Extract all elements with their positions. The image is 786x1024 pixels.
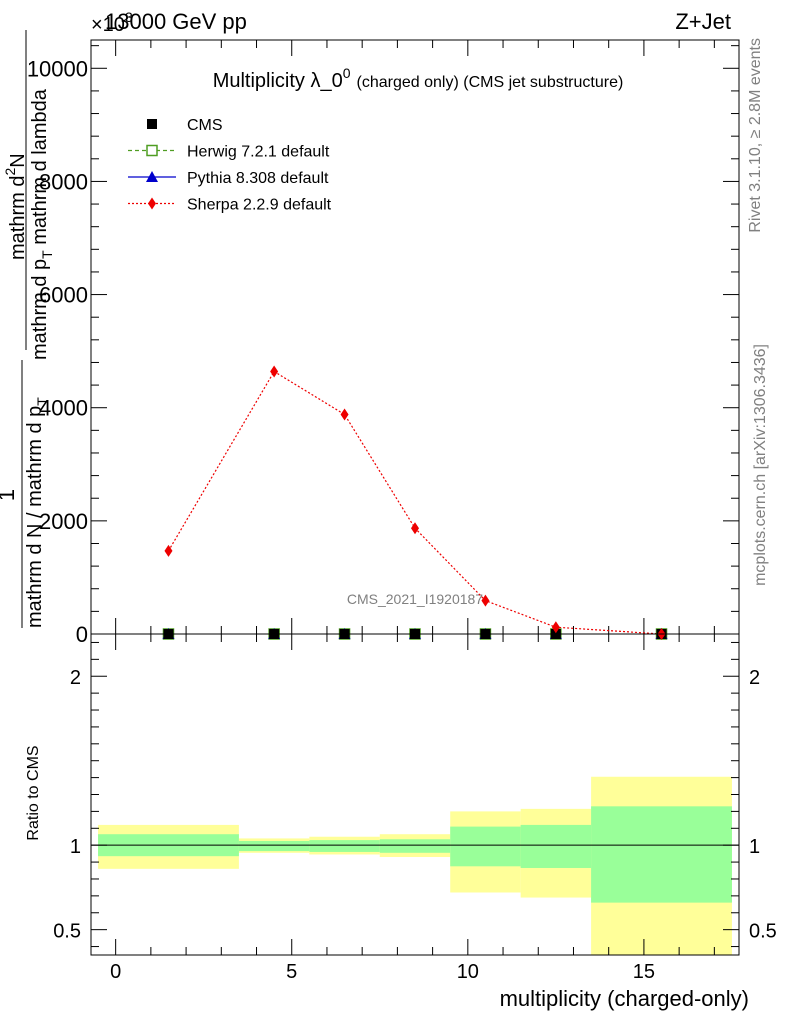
ylabel-prefix-den: mathrm d N / mathrm d pT <box>24 397 50 628</box>
main-y-tick-label: 6000 <box>39 283 88 308</box>
ratio-stat-uncertainty-band <box>591 806 732 903</box>
x-axis-label: multiplicity (charged-only) <box>500 986 749 1011</box>
sherpa-point <box>164 544 173 557</box>
ylabel-denominator: mathrm d pT mathrm d lambda <box>29 88 55 360</box>
ratio-x-tick-label: 0 <box>110 961 121 983</box>
legend-label: Herwig 7.2.1 default <box>187 144 330 161</box>
rivet-label: Rivet 3.1.10, ≥ 2.8M events <box>747 38 764 233</box>
main-panel: 0 2000 4000 6000 8000 10000 Multiplicity λ_00… <box>27 39 740 647</box>
sherpa-point <box>481 594 490 607</box>
ylabel-numerator: mathrm d2N <box>2 153 29 260</box>
ratio-stat-uncertainty-band <box>379 839 451 853</box>
ylabel-prefix-one: 1 <box>0 489 19 501</box>
energy-label: 13000 GeV pp <box>105 9 247 34</box>
watermark: CMS_2021_I1920187 <box>347 591 483 607</box>
main-title: Multiplicity λ_00(charged only) (CMS jet… <box>213 65 624 92</box>
main-y-tick-label: 2000 <box>39 509 88 534</box>
ratio-x-ticks: 0 5 10 15 <box>110 634 715 983</box>
legend-marker-diamond <box>148 197 156 210</box>
ratio-y-axis-label: Ratio to CMS <box>25 745 42 840</box>
main-y-tick-label: 0 <box>76 622 88 647</box>
legend-entry: Pythia 8.308 default <box>128 170 329 187</box>
sherpa-point <box>340 408 349 421</box>
legend-marker-triangle <box>146 171 158 182</box>
ratio-stat-uncertainty-band <box>309 840 380 852</box>
ratio-y-tick-label-right: 0.5 <box>749 921 777 943</box>
legend-entry: Sherpa 2.2.9 default <box>128 197 332 214</box>
main-y-tick-label: 8000 <box>39 169 88 194</box>
legend-marker-square <box>147 119 157 129</box>
legend-marker-open-square <box>146 144 158 157</box>
mcplots-label: mcplots.cern.ch [arXiv:1306.3436] <box>752 344 769 586</box>
ratio-y-tick-label-left: 0.5 <box>53 921 81 943</box>
ratio-y-tick-label-left: 2 <box>70 667 81 689</box>
main-y-axis-label: 1 mathrm d N / mathrm d pT mathrm d2N ma… <box>0 30 55 628</box>
main-y-ticks: 0 2000 4000 6000 8000 10000 <box>27 45 739 647</box>
ratio-stat-uncertainty-band <box>450 826 521 867</box>
ratio-x-tick-label: 5 <box>286 961 297 983</box>
main-y-tick-label: 10000 <box>27 56 88 81</box>
legend-label: Pythia 8.308 default <box>187 170 329 187</box>
legend-entry: Herwig 7.2.1 default <box>128 144 330 161</box>
ratio-panel: 0.5 0.5 1 1 2 2 0 5 10 15 Ratio to CMS multiplic… <box>25 633 777 1011</box>
legend-label: CMS <box>187 117 223 134</box>
ratio-stat-uncertainty-band <box>238 840 310 852</box>
main-y-tick-label: 4000 <box>39 396 88 421</box>
exponent-label: ×103 <box>91 9 133 36</box>
main-x-ticks <box>115 40 715 634</box>
ratio-bands <box>98 776 732 955</box>
sherpa-point <box>270 365 279 378</box>
sherpa-point <box>411 522 419 535</box>
ratio-stat-uncertainty-band <box>520 824 592 868</box>
legend-label: Sherpa 2.2.9 default <box>187 197 332 214</box>
legend-entry: CMS <box>147 117 223 134</box>
ratio-y-ticks: 0.5 0.5 1 1 2 2 <box>53 641 777 948</box>
ratio-x-tick-label: 15 <box>633 961 655 983</box>
ratio-y-tick-label-left: 1 <box>70 836 81 858</box>
ratio-y-tick-label-right: 1 <box>749 836 760 858</box>
ratio-y-tick-label-right: 2 <box>749 667 760 689</box>
process-label: Z+Jet <box>675 9 731 34</box>
ratio-x-tick-label: 10 <box>457 961 479 983</box>
legend: CMS Herwig 7.2.1 default Pythia 8.308 defa… <box>128 117 332 214</box>
sherpa-point <box>551 621 560 634</box>
